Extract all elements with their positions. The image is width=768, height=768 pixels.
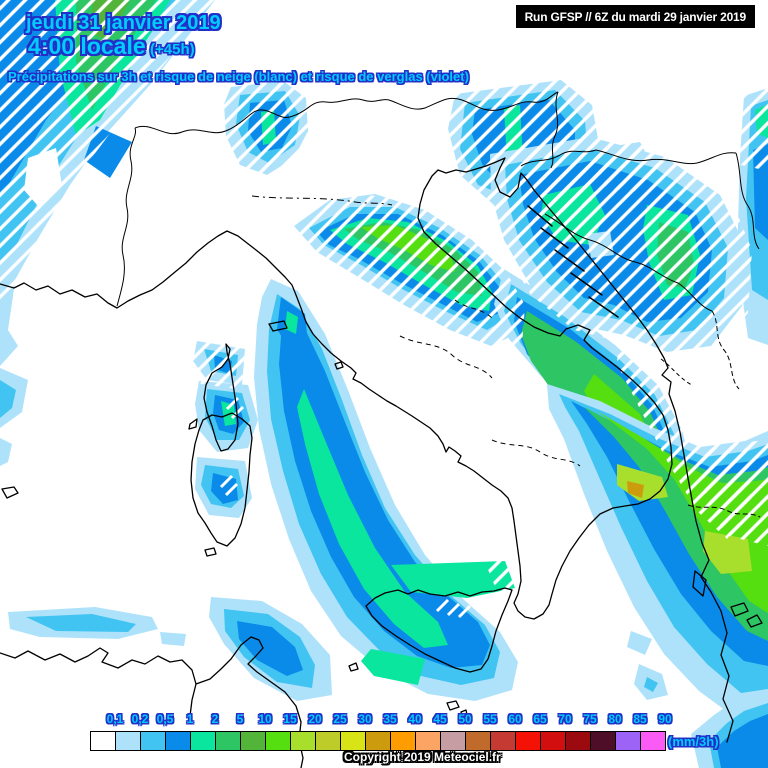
legend-cell bbox=[140, 731, 166, 751]
legend-label: 40 bbox=[408, 712, 422, 726]
model-run-info-text: Run GFSP // 6Z du mardi 29 janvier 2019 bbox=[524, 9, 747, 24]
legend-cell bbox=[640, 731, 666, 751]
snow-hatch-strokes bbox=[219, 396, 472, 619]
legend-cell bbox=[565, 731, 591, 751]
legend-cell bbox=[490, 731, 516, 751]
legend-label: 1 bbox=[186, 712, 194, 726]
legend-label: 5 bbox=[236, 712, 244, 726]
legend-cell bbox=[215, 731, 241, 751]
legend-label: 70 bbox=[558, 712, 572, 726]
legend-label: 35 bbox=[383, 712, 397, 726]
legend-label: 45 bbox=[433, 712, 447, 726]
legend-cell bbox=[415, 731, 441, 751]
snow-hatch-layer bbox=[0, 0, 768, 626]
map-subtitle: Précipitations sur 3h et risque de neige… bbox=[8, 69, 469, 84]
legend-cell bbox=[265, 731, 291, 751]
legend-cell bbox=[240, 731, 266, 751]
legend-cell bbox=[115, 731, 141, 751]
legend-label: 85 bbox=[633, 712, 647, 726]
dalmatian-islands bbox=[527, 205, 619, 318]
date-title: jeudi 31 janvier 2019 bbox=[26, 12, 221, 34]
country-borders bbox=[116, 91, 761, 518]
legend-label: 25 bbox=[333, 712, 347, 726]
legend-cell bbox=[90, 731, 116, 751]
legend-label: 20 bbox=[308, 712, 322, 726]
legend-label: 0,2 bbox=[131, 712, 149, 726]
legend-cell bbox=[465, 731, 491, 751]
legend-label: 75 bbox=[583, 712, 597, 726]
legend-cell bbox=[390, 731, 416, 751]
legend-cell bbox=[440, 731, 466, 751]
legend-label: 10 bbox=[258, 712, 272, 726]
coastlines bbox=[0, 157, 763, 768]
legend-label: 30 bbox=[358, 712, 372, 726]
legend-label: 80 bbox=[608, 712, 622, 726]
legend-label: 60 bbox=[508, 712, 522, 726]
model-run-info-box: Run GFSP // 6Z du mardi 29 janvier 2019 bbox=[515, 5, 755, 28]
legend-label: 90 bbox=[658, 712, 672, 726]
legend-cell bbox=[590, 731, 616, 751]
legend-label: 55 bbox=[483, 712, 497, 726]
legend-cell bbox=[515, 731, 541, 751]
legend-cell bbox=[365, 731, 391, 751]
legend-label: 0,5 bbox=[156, 712, 174, 726]
legend-cell bbox=[340, 731, 366, 751]
legend-label: 2 bbox=[211, 712, 219, 726]
legend-color-scale bbox=[90, 731, 666, 751]
legend-label: 50 bbox=[458, 712, 472, 726]
legend-label: 0,1 bbox=[106, 712, 124, 726]
legend-unit-label: (mm/3h) bbox=[668, 734, 719, 749]
forecast-offset-label: (+45h) bbox=[150, 41, 195, 58]
legend-cell bbox=[290, 731, 316, 751]
copyright-notice: Copyright 2019 Meteociel.fr bbox=[344, 750, 501, 764]
legend-label: 65 bbox=[533, 712, 547, 726]
local-time-title: 4:00 locale bbox=[28, 33, 146, 59]
legend-cell bbox=[540, 731, 566, 751]
legend-cell bbox=[190, 731, 216, 751]
legend-cell bbox=[615, 731, 641, 751]
legend-label: 15 bbox=[283, 712, 297, 726]
legend-cell bbox=[315, 731, 341, 751]
legend-cell bbox=[165, 731, 191, 751]
